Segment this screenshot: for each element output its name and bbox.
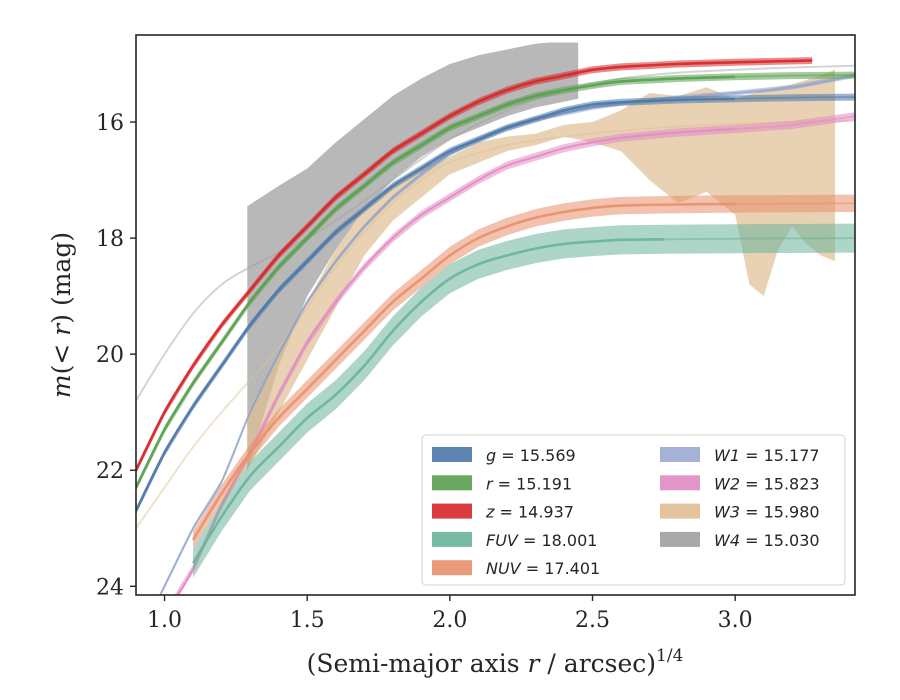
legend-swatch bbox=[660, 475, 700, 491]
legend-label: W3 = 15.980 bbox=[714, 503, 820, 522]
x-tick-label: 3.0 bbox=[718, 608, 753, 633]
plot-frame bbox=[135, 34, 856, 596]
legend-item-fuv: FUV = 18.001 bbox=[432, 531, 597, 550]
legend-label: W1 = 15.177 bbox=[714, 446, 820, 465]
legend-label: W4 = 15.030 bbox=[714, 531, 820, 550]
legend-swatch bbox=[432, 475, 472, 491]
x-tick-label: 2.5 bbox=[575, 608, 610, 633]
x-axis: 1.0 1.5 2.0 2.5 3.0 bbox=[147, 595, 753, 633]
legend-swatch bbox=[432, 560, 472, 576]
legend-item-w1: W1 = 15.177 bbox=[660, 446, 820, 465]
series-w4-line bbox=[136, 64, 855, 402]
series-r-line bbox=[136, 75, 736, 489]
series-r-tail bbox=[735, 74, 855, 78]
series-g-line bbox=[136, 97, 736, 512]
legend-label: NUV = 17.401 bbox=[486, 559, 600, 578]
series-nuv-line bbox=[191, 202, 736, 541]
legend-label: r = 15.191 bbox=[486, 474, 572, 493]
legend-label: W2 = 15.823 bbox=[714, 474, 820, 493]
series-fuv-band bbox=[193, 223, 855, 578]
series-w4 bbox=[136, 42, 855, 471]
legend-item-g: g = 15.569 bbox=[432, 446, 576, 465]
legend-box bbox=[421, 434, 846, 586]
y-axis-title: m(< r) (mag) bbox=[47, 232, 76, 398]
plot-area bbox=[136, 42, 855, 595]
series-fuv-tail bbox=[663, 237, 855, 241]
legend-item-w3: W3 = 15.980 bbox=[660, 503, 820, 522]
series-w2-tail bbox=[735, 115, 855, 130]
legend-item-nuv: NUV = 17.401 bbox=[432, 559, 600, 578]
legend: g = 15.569 r = 15.191 z = 14.937 FUV = 18.0… bbox=[421, 434, 846, 586]
x-axis-title: (Semi-major axis r / arcsec)1/4 bbox=[307, 646, 684, 678]
x-tick-label: 2.0 bbox=[432, 608, 467, 633]
x-tick-label: 1.5 bbox=[290, 608, 325, 633]
legend-swatch bbox=[660, 447, 700, 462]
series-z-line bbox=[136, 59, 813, 471]
series-z bbox=[136, 57, 813, 474]
series-g bbox=[136, 93, 855, 515]
legend-label: g = 15.569 bbox=[486, 446, 576, 465]
y-tick-label: 22 bbox=[96, 459, 124, 484]
series-nuv bbox=[191, 194, 855, 549]
legend-swatch bbox=[432, 531, 472, 547]
legend-label: z = 14.937 bbox=[485, 503, 574, 522]
legend-item-w4: W4 = 15.030 bbox=[660, 531, 820, 550]
x-tick-label: 1.0 bbox=[147, 608, 182, 633]
series-nuv-tail bbox=[735, 202, 855, 205]
series-fuv bbox=[191, 223, 855, 578]
y-tick-label: 20 bbox=[96, 343, 124, 368]
legend-swatch bbox=[432, 447, 472, 462]
y-tick-label: 24 bbox=[96, 575, 124, 600]
legend-item-r: r = 15.191 bbox=[432, 474, 572, 493]
legend-swatch bbox=[660, 531, 700, 547]
series-fuv-line bbox=[191, 238, 664, 564]
y-tick-label: 18 bbox=[96, 227, 124, 252]
y-tick-label: 16 bbox=[96, 111, 124, 136]
legend-label: FUV = 18.001 bbox=[486, 531, 597, 550]
series-w3 bbox=[136, 69, 855, 529]
legend-swatch bbox=[660, 503, 700, 519]
legend-item-w2: W2 = 15.823 bbox=[660, 474, 820, 493]
series-g-tail bbox=[735, 96, 855, 100]
series-w3-band bbox=[247, 69, 836, 471]
series-w4-band bbox=[247, 42, 579, 471]
series-r bbox=[136, 71, 855, 492]
y-axis: 16 18 20 22 24 bbox=[96, 111, 136, 600]
legend-item-z: z = 14.937 bbox=[432, 503, 574, 522]
legend-swatch bbox=[432, 503, 472, 519]
